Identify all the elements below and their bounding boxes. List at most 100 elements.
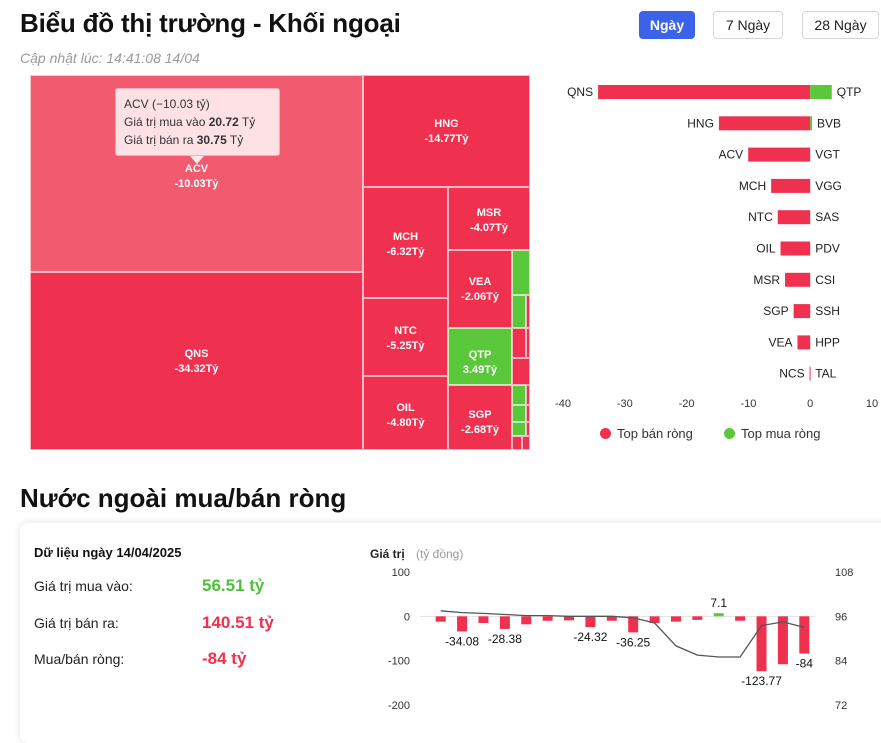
sell-ticker-label: MSR	[753, 273, 780, 287]
treemap-tile-msr[interactable]: MSR -4.07Tỷ	[448, 187, 530, 250]
tile-value: -5.25Tỷ	[386, 340, 425, 352]
sell-ticker-label: OIL	[756, 242, 776, 256]
treemap-tile-small[interactable]	[526, 385, 530, 405]
sell-bar	[777, 210, 811, 225]
net-flow-card	[20, 523, 881, 743]
net-bar	[435, 616, 446, 622]
treemap-tile-oil[interactable]: OIL -4.80Tỷ	[363, 376, 448, 450]
tooltip-buy-row: Giá trị mua vào 20.72 Tỷ	[124, 113, 271, 131]
net-bar	[713, 613, 724, 617]
treemap-tile-small[interactable]	[512, 250, 530, 295]
range-button-day[interactable]: Ngày	[639, 11, 695, 39]
treemap-tile-ntc[interactable]: NTC -5.25Tỷ	[363, 298, 448, 376]
tile-value: 3.49Tỷ	[462, 364, 498, 376]
net-bar	[564, 616, 575, 621]
x-tick-label: 10	[866, 398, 878, 410]
page-title: Biểu đồ thị trường - Khối ngoại	[20, 8, 401, 38]
section-title: Nước ngoài mua/bán ròng	[20, 483, 347, 513]
treemap-tile-mch[interactable]: MCH -6.32Tỷ	[363, 187, 448, 298]
tile-ticker: SGP	[468, 409, 492, 421]
tile-value: -6.32Tỷ	[386, 246, 425, 258]
net-bar	[585, 616, 596, 628]
treemap-tile-small[interactable]	[512, 385, 526, 405]
range-button-28-days[interactable]: 28 Ngày	[802, 11, 879, 39]
x-tick-label: 0	[807, 398, 813, 410]
buy-bar	[810, 116, 813, 131]
tile-value: -4.07Tỷ	[470, 222, 508, 234]
buy-ticker-label: SAS	[815, 210, 839, 224]
net-flow-chart: Giá trị (tỷ đồng) 100 0 -100 -200 108 96 84 72 -…	[370, 547, 853, 712]
net-bar	[628, 616, 639, 633]
net-bar	[670, 616, 681, 622]
treemap-tile-hng[interactable]: HNG -14.77Tỷ	[363, 75, 530, 187]
buy-value-label: Giá trị mua vào:	[34, 578, 133, 594]
tooltip-sell-label: Giá trị bán ra	[124, 133, 194, 147]
sell-bar	[780, 241, 811, 256]
buy-ticker-label: PDV	[815, 242, 840, 256]
tile-ticker: MSR	[476, 207, 502, 219]
treemap-tile-small[interactable]	[512, 405, 526, 422]
sell-bar	[797, 335, 811, 350]
y-tick-right: 84	[835, 656, 847, 668]
buy-ticker-label: SSH	[815, 304, 840, 318]
x-tick-label: -30	[617, 398, 633, 410]
buy-ticker-label: BVB	[817, 116, 841, 130]
net-bar	[457, 616, 468, 632]
treemap-tile-small[interactable]	[512, 358, 530, 385]
y-tick-right: 108	[835, 567, 853, 579]
buy-ticker-label: VGT	[815, 148, 840, 162]
sell-ticker-label: SGP	[763, 304, 788, 318]
net-bar-label: -28.38	[488, 632, 522, 646]
tile-ticker: ACV	[184, 163, 209, 175]
y-tick-right: 72	[835, 700, 847, 712]
legend-buy-dot	[724, 428, 735, 439]
treemap: ACV -10.03Tỷ QNS -34.32Tỷ HNG -14.77Tỷ MCH -…	[30, 75, 530, 450]
tile-value: -10.03Tỷ	[174, 178, 219, 190]
net-bar	[799, 616, 810, 654]
net-bar	[606, 616, 617, 621]
sell-bar	[748, 147, 811, 162]
net-value-label: Mua/bán ròng:	[34, 651, 125, 667]
tile-ticker: QTP	[468, 349, 492, 361]
treemap-tile-small[interactable]	[526, 405, 530, 422]
treemap-tile-vea[interactable]: VEA -2.06Tỷ	[448, 250, 512, 328]
treemap-tile-small[interactable]	[512, 436, 522, 450]
range-button-7-days[interactable]: 7 Ngày	[713, 11, 783, 39]
treemap-tile-sgp[interactable]: SGP -2.68Tỷ	[448, 385, 512, 450]
treemap-tile-small[interactable]	[512, 422, 526, 436]
sell-ticker-label: VEA	[768, 335, 792, 349]
sell-bar	[785, 272, 811, 287]
net-chart-title: Giá trị	[370, 547, 405, 561]
index-line	[440, 610, 805, 658]
treemap-tooltip: ACV (−10.03 tỷ) Giá trị mua vào 20.72 Tỷ…	[115, 88, 280, 156]
net-bar-label: -84	[796, 657, 814, 671]
net-bar	[649, 616, 660, 623]
legend-buy-label: Top mua ròng	[741, 426, 821, 441]
treemap-tile-small[interactable]	[512, 295, 526, 328]
treemap-tile-small[interactable]	[526, 295, 530, 328]
net-bar	[692, 616, 703, 620]
y-tick-right: 96	[835, 611, 847, 623]
tooltip-arrow	[190, 156, 204, 164]
net-bar-label: -36.25	[616, 635, 650, 649]
legend-sell-label: Top bán ròng	[617, 426, 693, 441]
treemap-tile-qtp[interactable]: QTP 3.49Tỷ	[448, 328, 512, 385]
treemap-tile-small[interactable]	[522, 436, 530, 450]
net-bar	[499, 616, 510, 629]
sell-ticker-label: NTC	[748, 210, 773, 224]
treemap-tile-small[interactable]	[526, 422, 530, 436]
tile-ticker: HNG	[434, 118, 459, 130]
legend-sell-dot	[600, 428, 611, 439]
treemap-tile-small[interactable]	[526, 328, 530, 358]
legend-buy[interactable]: Top mua ròng	[724, 426, 821, 441]
treemap-tile-small[interactable]	[512, 328, 526, 358]
treemap-tile-qns[interactable]: QNS -34.32Tỷ	[30, 272, 363, 450]
tile-ticker: VEA	[468, 276, 492, 288]
net-value: -84 tỷ	[202, 649, 247, 668]
net-bar	[756, 616, 767, 672]
tooltip-buy-label: Giá trị mua vào	[124, 115, 206, 129]
buy-value: 56.51 tỷ	[202, 576, 265, 595]
legend-sell[interactable]: Top bán ròng	[600, 426, 693, 441]
net-bar-label: -34.08	[445, 634, 479, 648]
buy-ticker-label: VGG	[815, 179, 842, 193]
